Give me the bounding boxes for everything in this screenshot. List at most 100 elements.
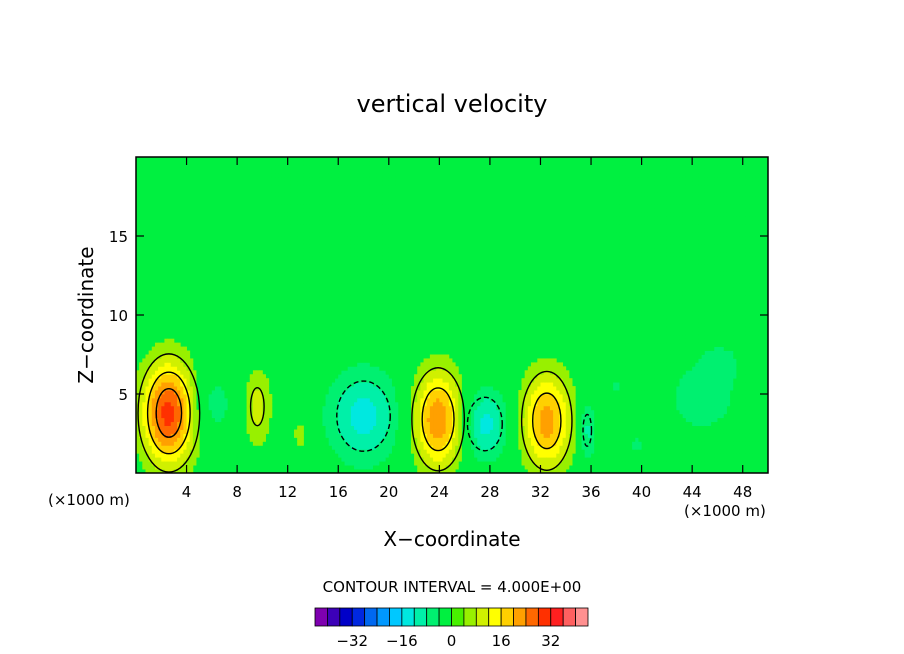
- field-cell: [208, 390, 213, 395]
- field-cell: [499, 390, 503, 395]
- field-cell: [391, 318, 396, 324]
- field-cell: [489, 386, 494, 391]
- field-cell: [493, 405, 497, 411]
- field-cell: [369, 172, 374, 178]
- field-cell: [224, 374, 229, 379]
- field-cell: [398, 287, 402, 292]
- field-cell: [312, 196, 317, 201]
- field-cell: [357, 160, 361, 166]
- field-cell: [373, 311, 377, 316]
- field-cell: [527, 433, 532, 438]
- field-cell: [221, 401, 225, 407]
- field-cell: [173, 382, 178, 387]
- field-cell: [521, 409, 526, 415]
- field-cell: [290, 303, 295, 308]
- field-cell: [360, 330, 364, 336]
- field-cell: [379, 326, 383, 332]
- field-cell: [388, 330, 393, 336]
- field-cell: [360, 461, 364, 466]
- field-cell: [338, 208, 342, 213]
- field-cell: [218, 362, 222, 367]
- field-cell: [312, 358, 317, 363]
- field-cell: [391, 465, 396, 470]
- field-cell: [325, 437, 330, 442]
- field-cell: [369, 232, 374, 237]
- field-cell: [145, 362, 150, 367]
- field-cell: [344, 232, 349, 237]
- field-cell: [297, 247, 301, 253]
- field-cell: [328, 243, 333, 249]
- field-cell: [275, 184, 279, 189]
- field-cell: [312, 176, 317, 182]
- field-cell: [391, 180, 396, 186]
- field-cell: [338, 413, 342, 419]
- field-cell: [354, 338, 358, 344]
- field-cell: [303, 334, 308, 340]
- field-cell: [271, 192, 276, 197]
- field-cell: [325, 224, 330, 229]
- field-cell: [382, 326, 387, 332]
- field-cell: [180, 425, 184, 430]
- field-cell: [148, 445, 153, 450]
- field-cell: [335, 168, 339, 174]
- field-cell: [303, 232, 308, 237]
- field-cell: [325, 350, 330, 355]
- field-cell: [391, 275, 396, 280]
- field-cell: [489, 346, 494, 351]
- field-cell: [373, 429, 377, 434]
- field-cell: [385, 386, 390, 391]
- field-cell: [312, 259, 317, 265]
- field-cell: [294, 251, 298, 257]
- field-cell: [350, 386, 355, 391]
- field-cell: [347, 212, 352, 217]
- field-cell: [376, 350, 380, 355]
- field-cell: [366, 303, 371, 308]
- field-cell: [227, 370, 232, 375]
- field-cell: [499, 397, 503, 403]
- field-cell: [477, 453, 481, 458]
- field-cell: [360, 303, 364, 308]
- field-cell: [379, 358, 383, 363]
- field-cell: [259, 413, 263, 419]
- field-cell: [271, 168, 276, 174]
- field-cell: [335, 386, 339, 391]
- field-cell: [369, 433, 374, 438]
- field-cell: [391, 342, 396, 347]
- field-cell: [369, 255, 374, 261]
- field-cell: [164, 425, 168, 430]
- field-cell: [521, 445, 526, 450]
- field-cell: [382, 192, 387, 197]
- field-cell: [145, 374, 150, 379]
- field-cell: [281, 232, 285, 237]
- field-cell: [521, 382, 526, 387]
- field-cell: [158, 417, 162, 423]
- field-cell: [335, 236, 339, 241]
- field-cell: [452, 378, 456, 383]
- field-cell: [439, 445, 443, 450]
- field-cell: [316, 338, 320, 344]
- field-cell: [486, 370, 491, 375]
- field-cell: [391, 295, 396, 300]
- field-cell: [524, 429, 529, 434]
- field-cell: [316, 208, 320, 213]
- field-cell: [177, 390, 181, 395]
- field-cell: [316, 188, 320, 193]
- field-cell: [183, 457, 187, 462]
- field-cell: [300, 224, 304, 229]
- field-cell: [341, 243, 345, 249]
- field-cell: [369, 291, 374, 296]
- field-cell: [341, 224, 345, 229]
- field-cell: [208, 433, 213, 438]
- field-cell: [382, 358, 387, 363]
- field-cell: [306, 287, 311, 292]
- field-cell: [303, 228, 308, 233]
- field-cell: [218, 425, 222, 430]
- field-cell: [297, 374, 301, 379]
- field-cell: [300, 160, 304, 166]
- field-cell: [322, 441, 326, 446]
- field-cell: [233, 362, 238, 367]
- field-cell: [151, 378, 156, 383]
- field-cell: [312, 386, 317, 391]
- field-cell: [319, 469, 323, 474]
- field-cell: [173, 346, 178, 351]
